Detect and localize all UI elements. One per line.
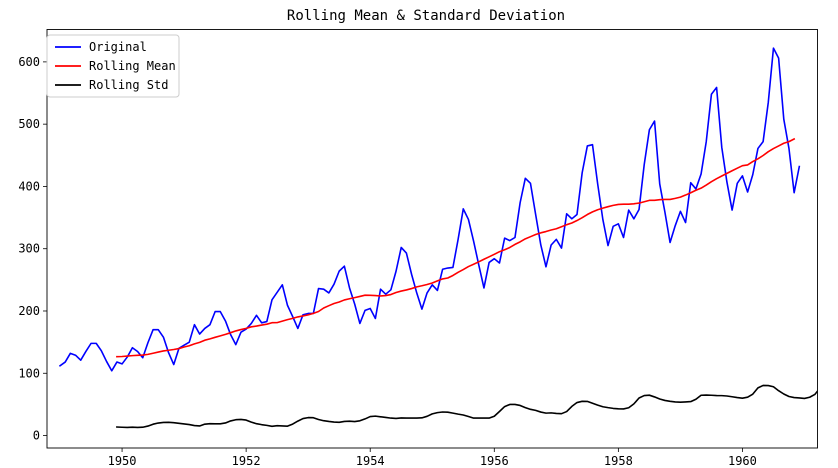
series-line-rolling-mean [116,137,796,358]
y-tick-label: 200 [18,304,40,318]
x-tick-label: 1952 [232,454,261,468]
y-tick-label: 0 [33,429,40,443]
series-line-rolling-std [116,384,818,429]
legend-label-rolling-std: Rolling Std [89,78,168,92]
y-tick-label: 400 [18,179,40,193]
y-tick-label: 300 [18,242,40,256]
legend: Original Rolling Mean Rolling Std [46,34,180,98]
x-axis: 1950 1952 1954 1956 1958 1960 [108,448,757,468]
x-tick-label: 1954 [356,454,385,468]
legend-label-rolling-mean: Rolling Mean [89,59,176,73]
y-axis: 0 100 200 300 400 500 600 [18,55,47,443]
axes-frame [46,29,818,449]
x-tick-label: 1960 [728,454,757,468]
y-tick-label: 100 [18,366,40,380]
x-tick-label: 1956 [480,454,509,468]
chart-title: Rolling Mean & Standard Deviation [287,8,565,24]
y-tick-label: 500 [18,117,40,131]
series-line-original [58,47,801,372]
legend-frame [46,34,180,98]
series-layer [58,47,818,429]
y-tick-label: 600 [18,55,40,69]
legend-label-original: Original [89,40,147,54]
x-tick-label: 1958 [604,454,633,468]
x-tick-label: 1950 [108,454,137,468]
